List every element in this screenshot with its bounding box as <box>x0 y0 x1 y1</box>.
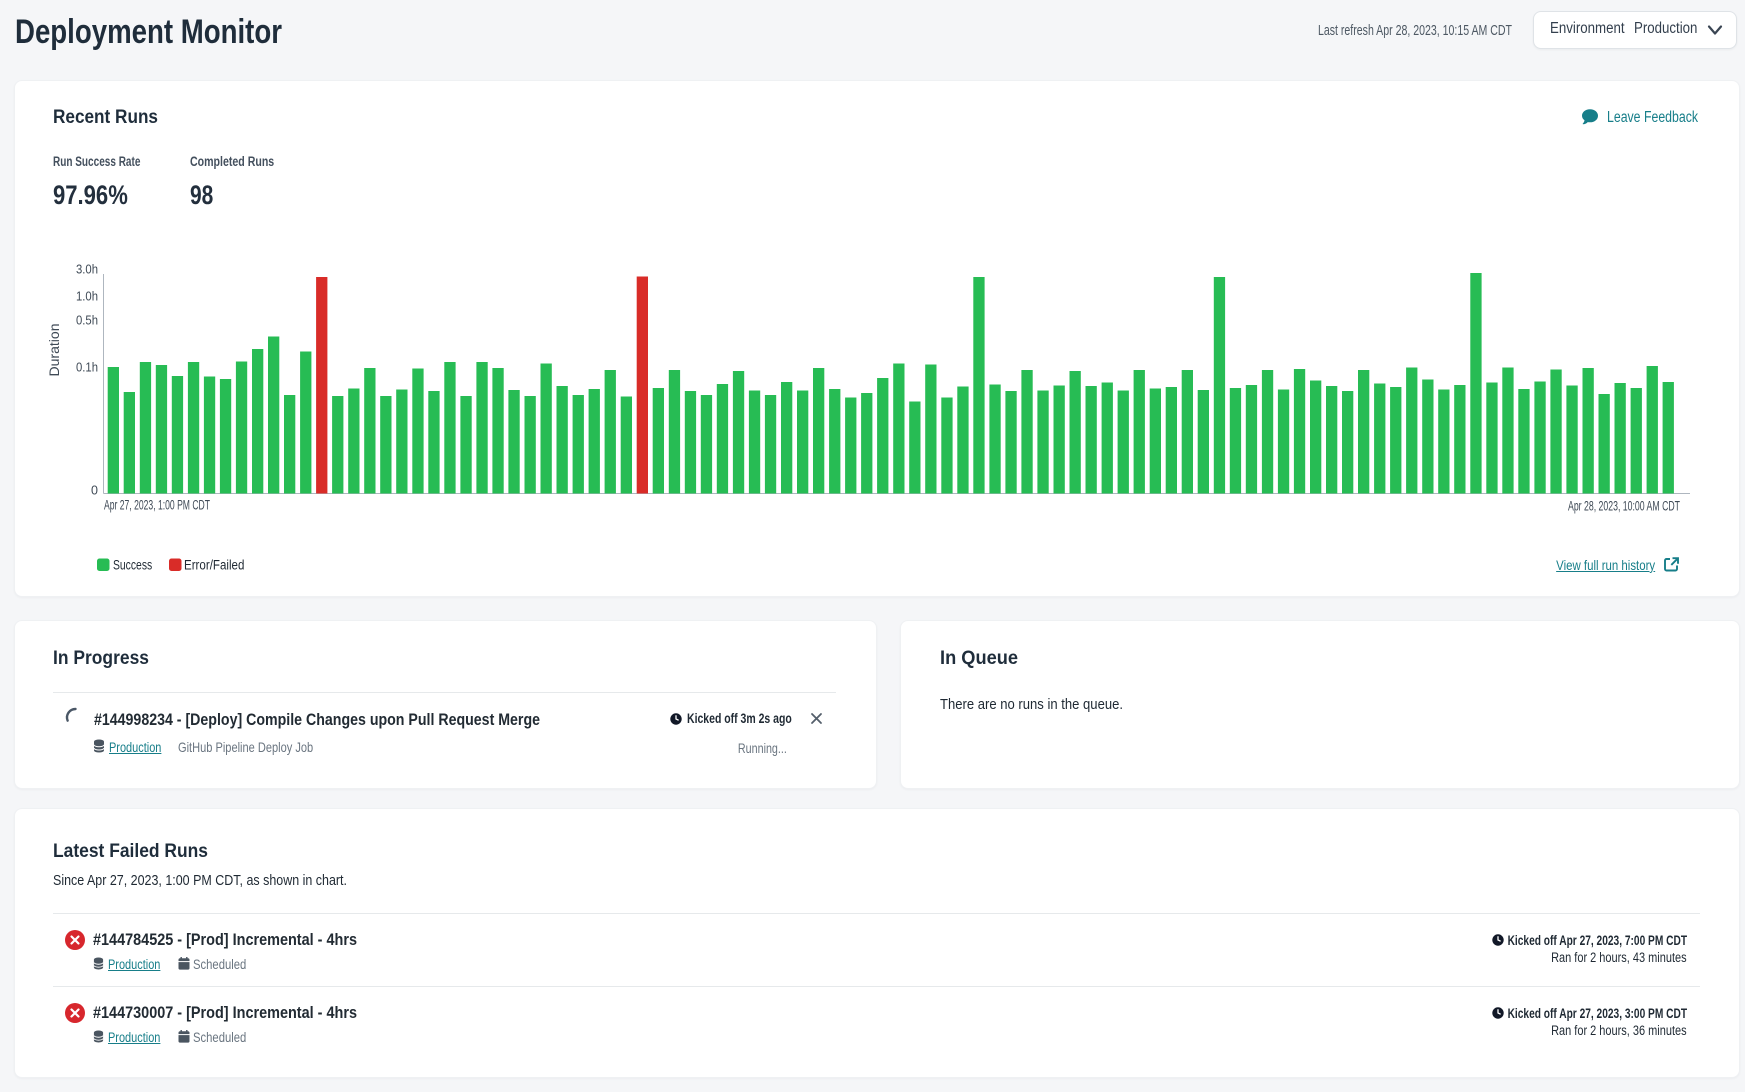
svg-text:0.5h: 0.5h <box>76 314 98 328</box>
svg-text:0: 0 <box>91 484 98 498</box>
svg-text:Apr 28, 2023, 10:00 AM CDT: Apr 28, 2023, 10:00 AM CDT <box>1568 499 1680 514</box>
svg-text:Duration: Duration <box>47 324 62 377</box>
svg-text:0.1h: 0.1h <box>76 361 98 375</box>
svg-text:Error/Failed: Error/Failed <box>184 558 244 573</box>
svg-text:Success: Success <box>113 558 152 573</box>
svg-text:Apr 27, 2023, 1:00 PM CDT: Apr 27, 2023, 1:00 PM CDT <box>104 498 210 513</box>
svg-text:1.0h: 1.0h <box>76 290 98 304</box>
svg-text:3.0h: 3.0h <box>76 263 98 277</box>
